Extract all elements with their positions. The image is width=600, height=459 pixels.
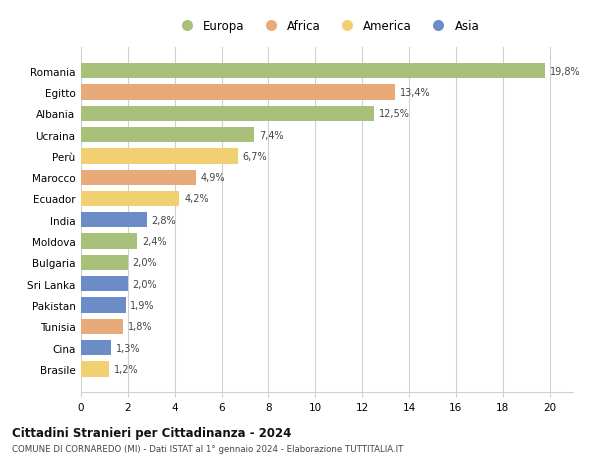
Text: 4,9%: 4,9% xyxy=(200,173,225,183)
Bar xyxy=(81,319,123,334)
Bar xyxy=(81,106,374,122)
Bar xyxy=(81,64,545,79)
Bar xyxy=(81,234,137,249)
Text: COMUNE DI CORNAREDO (MI) - Dati ISTAT al 1° gennaio 2024 - Elaborazione TUTTITAL: COMUNE DI CORNAREDO (MI) - Dati ISTAT al… xyxy=(12,444,403,453)
Text: 19,8%: 19,8% xyxy=(550,67,580,77)
Bar xyxy=(81,276,128,292)
Bar xyxy=(81,255,128,270)
Legend: Europa, Africa, America, Asia: Europa, Africa, America, Asia xyxy=(175,20,479,33)
Text: 1,3%: 1,3% xyxy=(116,343,140,353)
Bar xyxy=(81,149,238,164)
Text: 7,4%: 7,4% xyxy=(259,130,284,140)
Bar xyxy=(81,362,109,377)
Text: 1,8%: 1,8% xyxy=(128,322,152,331)
Bar xyxy=(81,191,179,207)
Bar xyxy=(81,298,125,313)
Text: 6,7%: 6,7% xyxy=(242,151,267,162)
Text: 2,0%: 2,0% xyxy=(133,279,157,289)
Text: Cittadini Stranieri per Cittadinanza - 2024: Cittadini Stranieri per Cittadinanza - 2… xyxy=(12,426,292,439)
Bar xyxy=(81,170,196,185)
Text: 2,0%: 2,0% xyxy=(133,258,157,268)
Text: 13,4%: 13,4% xyxy=(400,88,430,98)
Text: 4,2%: 4,2% xyxy=(184,194,209,204)
Text: 2,8%: 2,8% xyxy=(151,215,176,225)
Bar xyxy=(81,213,146,228)
Text: 1,9%: 1,9% xyxy=(130,300,155,310)
Text: 2,4%: 2,4% xyxy=(142,236,167,246)
Text: 1,2%: 1,2% xyxy=(114,364,139,374)
Bar xyxy=(81,128,254,143)
Text: 12,5%: 12,5% xyxy=(379,109,409,119)
Bar xyxy=(81,340,112,356)
Bar xyxy=(81,85,395,101)
